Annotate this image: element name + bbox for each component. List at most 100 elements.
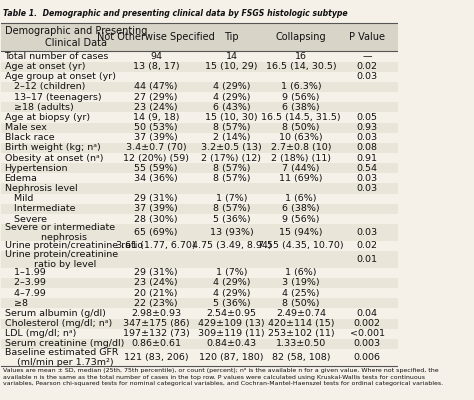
Text: 4 (29%): 4 (29%) (213, 278, 250, 288)
Bar (1, 224, 398, 241)
Bar (1, 251, 398, 268)
Text: <0.001: <0.001 (350, 329, 385, 338)
Bar (1, 153, 398, 163)
Text: 0.54: 0.54 (357, 164, 378, 173)
Text: Severe: Severe (5, 214, 46, 224)
Text: 0.02: 0.02 (357, 242, 378, 250)
Text: 22 (23%): 22 (23%) (134, 299, 178, 308)
Text: 16.5 (14, 30.5): 16.5 (14, 30.5) (265, 62, 336, 71)
Bar (1, 329, 398, 339)
Text: 2 (17%) (12): 2 (17%) (12) (201, 154, 262, 162)
Text: 0.84±0.43: 0.84±0.43 (206, 340, 256, 348)
Text: Tip: Tip (224, 32, 239, 42)
Text: 94: 94 (150, 52, 162, 61)
Text: 309±119 (11): 309±119 (11) (198, 329, 265, 338)
Bar (1, 92, 398, 102)
Text: 347±175 (86): 347±175 (86) (123, 319, 190, 328)
Text: 7.55 (4.35, 10.70): 7.55 (4.35, 10.70) (258, 242, 344, 250)
Text: 0.03: 0.03 (357, 184, 378, 193)
Text: 4.75 (3.49, 8.94): 4.75 (3.49, 8.94) (191, 242, 271, 250)
Text: 0.86±0.61: 0.86±0.61 (131, 340, 181, 348)
Text: Severe or intermediate
   nephrosis: Severe or intermediate nephrosis (5, 223, 115, 242)
Text: 2.54±0.95: 2.54±0.95 (206, 309, 256, 318)
Text: 0.05: 0.05 (357, 113, 378, 122)
Text: 0.03: 0.03 (357, 133, 378, 142)
Text: 9 (56%): 9 (56%) (282, 93, 319, 102)
Text: 420±114 (15): 420±114 (15) (268, 319, 334, 328)
Text: 28 (30%): 28 (30%) (134, 214, 178, 224)
Text: 15 (10, 29): 15 (10, 29) (205, 62, 258, 71)
Bar (1, 23, 398, 52)
Text: 12 (20%) (59): 12 (20%) (59) (123, 154, 189, 162)
Bar (1, 72, 398, 82)
Text: Urine protein/creatinine ratio: Urine protein/creatinine ratio (5, 242, 143, 250)
Text: 13 (93%): 13 (93%) (210, 228, 253, 237)
Text: 37 (39%): 37 (39%) (134, 204, 178, 213)
Text: 1 (6%): 1 (6%) (285, 268, 317, 277)
Text: 11 (69%): 11 (69%) (279, 174, 323, 183)
Bar (1, 184, 398, 194)
Text: 8 (57%): 8 (57%) (213, 164, 250, 173)
Text: 8 (50%): 8 (50%) (282, 299, 319, 308)
Text: 429±109 (13): 429±109 (13) (198, 319, 265, 328)
Bar (1, 308, 398, 318)
Text: 6 (38%): 6 (38%) (282, 204, 319, 213)
Text: Obesity at onset (nᵃ): Obesity at onset (nᵃ) (5, 154, 103, 162)
Text: 1 (6%): 1 (6%) (285, 194, 317, 203)
Text: 5 (36%): 5 (36%) (213, 299, 250, 308)
Text: 0.006: 0.006 (354, 353, 381, 362)
Text: 23 (24%): 23 (24%) (134, 278, 178, 288)
Text: 0.93: 0.93 (357, 123, 378, 132)
Text: Total number of cases: Total number of cases (5, 52, 109, 61)
Bar (1, 102, 398, 112)
Text: 2 (14%): 2 (14%) (213, 133, 250, 142)
Text: 120 (87, 180): 120 (87, 180) (199, 353, 264, 362)
Text: ≥18 (adults): ≥18 (adults) (5, 103, 73, 112)
Text: 10 (63%): 10 (63%) (279, 133, 323, 142)
Text: 4 (29%): 4 (29%) (213, 82, 250, 92)
Text: 3.61 (1.77, 6.70): 3.61 (1.77, 6.70) (116, 242, 196, 250)
Text: 29 (31%): 29 (31%) (134, 268, 178, 277)
Bar (1, 112, 398, 122)
Text: Age group at onset (yr): Age group at onset (yr) (5, 72, 116, 81)
Text: Age at onset (yr): Age at onset (yr) (5, 62, 85, 71)
Text: 0.01: 0.01 (357, 255, 378, 264)
Text: 197±132 (73): 197±132 (73) (123, 329, 190, 338)
Text: 253±102 (11): 253±102 (11) (267, 329, 334, 338)
Bar (1, 122, 398, 133)
Bar (1, 52, 398, 62)
Text: 37 (39%): 37 (39%) (134, 133, 178, 142)
Text: 3.4±0.7 (70): 3.4±0.7 (70) (126, 144, 186, 152)
Text: Cholesterol (mg/dl; nᵃ): Cholesterol (mg/dl; nᵃ) (5, 319, 112, 328)
Text: 4 (25%): 4 (25%) (282, 289, 319, 298)
Text: 3.2±0.5 (13): 3.2±0.5 (13) (201, 144, 262, 152)
Text: 1 (7%): 1 (7%) (216, 194, 247, 203)
Text: 13 (8, 17): 13 (8, 17) (133, 62, 179, 71)
Text: LDL (mg/dl; nᵃ): LDL (mg/dl; nᵃ) (5, 329, 76, 338)
Text: 8 (57%): 8 (57%) (213, 174, 250, 183)
Text: 121 (83, 206): 121 (83, 206) (124, 353, 188, 362)
Text: P Value: P Value (349, 32, 385, 42)
Text: 2.49±0.74: 2.49±0.74 (276, 309, 326, 318)
Text: Black race: Black race (5, 133, 54, 142)
Text: 0.003: 0.003 (354, 340, 381, 348)
Text: 1 (6.3%): 1 (6.3%) (281, 82, 321, 92)
Text: Edema: Edema (5, 174, 37, 183)
Text: 0.03: 0.03 (357, 228, 378, 237)
Text: 50 (53%): 50 (53%) (134, 123, 178, 132)
Bar (1, 143, 398, 153)
Bar (1, 339, 398, 349)
Text: 8 (50%): 8 (50%) (282, 123, 319, 132)
Text: 0.08: 0.08 (357, 144, 378, 152)
Text: 44 (47%): 44 (47%) (134, 82, 178, 92)
Text: 0.002: 0.002 (354, 319, 381, 328)
Text: Baseline estimated GFR
   (ml/min per 1.73m²): Baseline estimated GFR (ml/min per 1.73m… (5, 348, 118, 367)
Text: Table 1.  Demographic and presenting clinical data by FSGS histologic subtype: Table 1. Demographic and presenting clin… (3, 9, 348, 18)
Text: 0.91: 0.91 (357, 154, 378, 162)
Text: Serum albumin (g/dl): Serum albumin (g/dl) (5, 309, 105, 318)
Text: 13–17 (teenagers): 13–17 (teenagers) (5, 93, 101, 102)
Text: 6 (38%): 6 (38%) (282, 103, 319, 112)
Text: 4 (29%): 4 (29%) (213, 289, 250, 298)
Bar (1, 349, 398, 366)
Text: Demographic and Presenting
Clinical Data: Demographic and Presenting Clinical Data (5, 26, 147, 48)
